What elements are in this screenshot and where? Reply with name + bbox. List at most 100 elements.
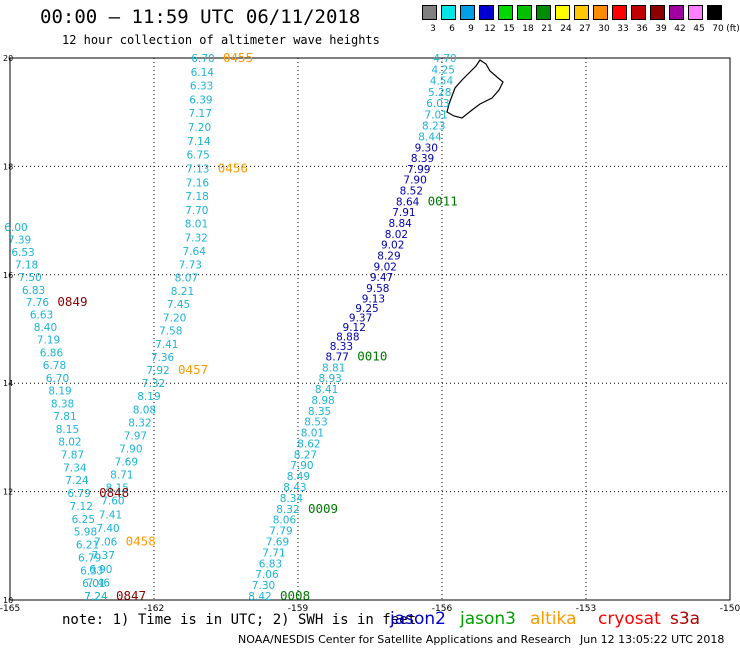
wave-height-value: 6.63 <box>30 310 53 322</box>
wave-height-value: 9.58 <box>366 283 389 295</box>
pass-time-label: 0456 <box>218 160 248 175</box>
wave-height-value: 7.73 <box>179 259 202 271</box>
wave-height-value: 7.12 <box>70 501 93 513</box>
wave-height-value: 7.01 <box>424 110 447 122</box>
wave-height-value: 6.75 <box>186 150 209 162</box>
lat-tick-label: 18 <box>3 162 13 171</box>
lon-tick-label: -153 <box>576 604 596 614</box>
wave-height-value: 7.40 <box>96 523 119 535</box>
wave-height-value: 6.00 <box>4 222 27 234</box>
wave-height-value: 7.79 <box>269 526 292 538</box>
wave-height-value: 8.52 <box>400 186 423 198</box>
lon-tick-label: -165 <box>0 604 20 614</box>
color-scale-label: 18 <box>522 24 534 34</box>
pass-time-label: 0457 <box>178 362 208 377</box>
wave-height-value: 6.70 <box>191 53 214 65</box>
wave-height-value: 6.33 <box>190 81 213 93</box>
lat-tick-label: 14 <box>3 379 13 388</box>
wave-height-value: 6.90 <box>89 564 112 576</box>
wave-height-value: 7.71 <box>262 547 285 559</box>
wave-height-value: 7.97 <box>124 430 147 442</box>
wave-height-value: 7.18 <box>15 260 38 272</box>
lon-tick-label: -159 <box>288 604 309 614</box>
wave-height-value: 7.69 <box>115 457 138 469</box>
wave-height-value: 9.37 <box>349 312 372 324</box>
wave-height-value: 6.79 <box>78 552 101 564</box>
color-scale-label: 45 <box>693 24 705 34</box>
wave-height-value: 8.01 <box>185 219 208 231</box>
wave-height-value: 8.33 <box>330 341 353 353</box>
satellite-name-cryosat: cryosat <box>598 609 661 629</box>
wave-height-value: 8.06 <box>273 515 297 527</box>
wave-height-value: 8.19 <box>137 391 160 403</box>
wave-height-value: 6.83 <box>22 285 45 297</box>
wave-height-value: 7.39 <box>8 235 31 247</box>
wave-height-value: 7.45 <box>167 299 190 311</box>
wave-height-value: 6.86 <box>40 347 64 359</box>
wave-height-value: 7.92 <box>146 365 169 377</box>
page-title: 00:00 – 11:59 UTC 06/11/2018 <box>40 6 361 28</box>
wave-height-value: 9.12 <box>343 322 366 334</box>
credit-text: NOAA/NESDIS Center for Satellite Applica… <box>238 633 572 646</box>
lat-tick-label: 12 <box>3 488 13 497</box>
footer-note: note: 1) Time is in UTC; 2) SWH is in fe… <box>62 612 417 628</box>
wave-height-value: 8.23 <box>422 121 445 133</box>
pass-time-label: 0008 <box>280 588 310 603</box>
wave-height-value: 5.28 <box>428 87 451 99</box>
wave-height-value: 8.15 <box>106 483 129 495</box>
wave-height-value: 7.13 <box>186 163 209 175</box>
wave-height-value: 7.17 <box>189 108 212 120</box>
wave-height-value: 8.21 <box>171 286 194 298</box>
color-swatch <box>631 5 646 20</box>
color-swatch <box>593 5 608 20</box>
wave-height-value: 7.36 <box>151 352 175 364</box>
lon-tick-label: -162 <box>144 604 164 614</box>
wave-height-value: 7.14 <box>187 136 211 148</box>
wave-height-value: 7.37 <box>92 550 115 562</box>
color-scale-label: 15 <box>503 24 515 34</box>
wave-height-value: 8.62 <box>297 438 320 450</box>
wave-height-value: 8.35 <box>308 406 331 418</box>
wave-height-value: 8.77 <box>326 351 349 363</box>
lon-tick-label: -150 <box>720 604 740 614</box>
color-scale-label: 12 <box>484 24 496 34</box>
wave-height-value: 7.90 <box>119 443 142 455</box>
wave-height-value: 7.91 <box>392 207 415 219</box>
wave-height-value: 7.64 <box>183 246 207 258</box>
color-swatch <box>612 5 627 20</box>
wave-height-value: 7.90 <box>290 460 313 472</box>
wave-height-value: 8.02 <box>58 437 81 449</box>
color-scale-label: 6 <box>449 24 455 34</box>
color-scale-label: 36 <box>636 24 648 34</box>
wave-height-value: 7.06 <box>94 537 118 549</box>
wave-height-value: 6.83 <box>259 558 282 570</box>
wave-height-value: 7.32 <box>142 378 165 390</box>
color-swatch <box>517 5 532 20</box>
color-swatch <box>707 5 722 20</box>
wave-height-value: 7.50 <box>18 272 41 284</box>
wave-height-value: 8.53 <box>304 417 327 429</box>
wave-height-value: 6.70 <box>46 373 69 385</box>
wave-height-value: 9.02 <box>381 240 404 252</box>
satellite-name-altika: altika <box>530 609 577 629</box>
color-scale-label: 39 <box>655 24 667 34</box>
wave-height-value: 7.58 <box>159 326 182 338</box>
wave-height-value: 6.78 <box>43 360 66 372</box>
wave-height-value: 7.30 <box>252 580 275 592</box>
wave-height-value: 6.79 <box>67 488 90 500</box>
color-scale-label: 42 <box>674 24 686 34</box>
color-swatch <box>479 5 494 20</box>
pass-time-label: 0848 <box>99 485 129 500</box>
pass-time-label: 0849 <box>57 294 87 309</box>
wave-height-value: 8.32 <box>276 504 299 516</box>
wave-height-value: 8.43 <box>283 482 306 494</box>
color-scale-label: 24 <box>560 24 572 34</box>
wave-height-value: 7.24 <box>84 591 108 603</box>
color-swatch <box>688 5 703 20</box>
wave-height-value: 8.19 <box>48 386 71 398</box>
wave-height-value: 8.98 <box>311 395 334 407</box>
wave-height-value: 8.08 <box>133 404 156 416</box>
satellite-name-s3a: s3a <box>670 609 701 629</box>
wave-height-value: 8.40 <box>34 322 57 334</box>
